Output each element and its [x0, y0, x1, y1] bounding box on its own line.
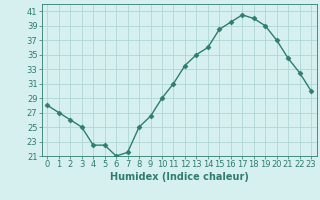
X-axis label: Humidex (Indice chaleur): Humidex (Indice chaleur)	[110, 172, 249, 182]
